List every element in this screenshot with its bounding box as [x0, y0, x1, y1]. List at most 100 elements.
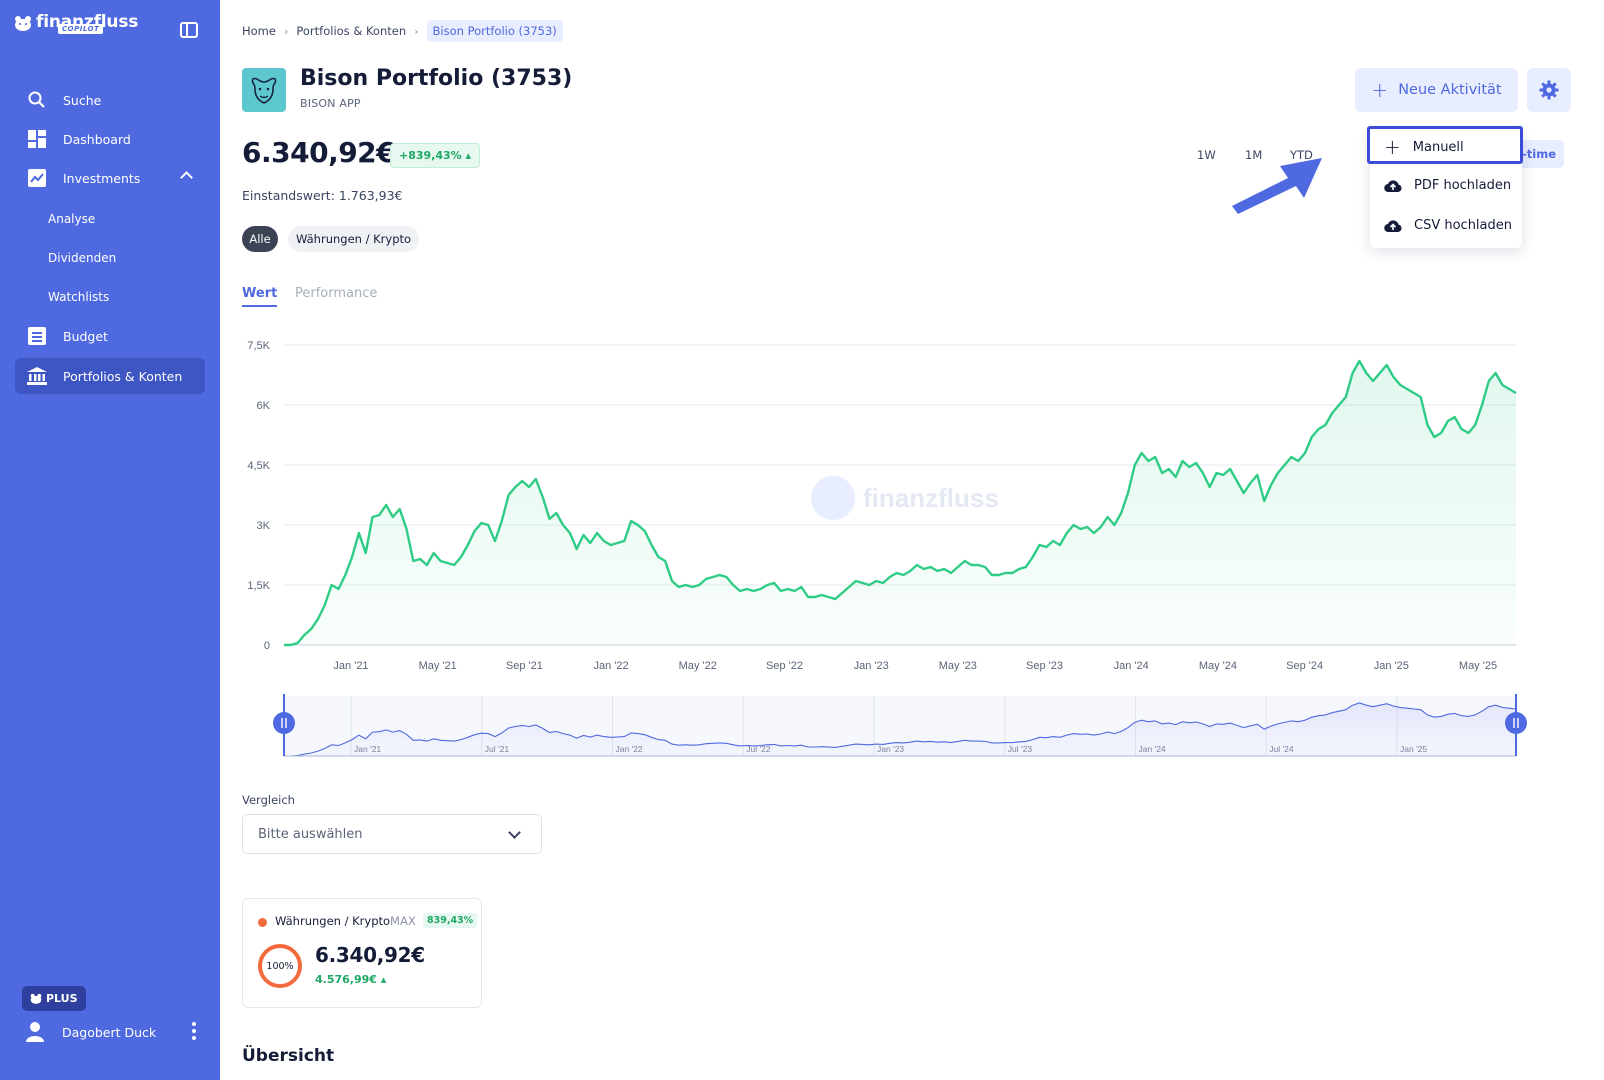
sidebar-item-investments[interactable]: Investments: [15, 160, 205, 196]
sidebar: finanzfluss COPILOT Suche Dashboard Inve…: [0, 0, 220, 1080]
menu-item-pdf-upload[interactable]: PDF hochladen: [1384, 178, 1511, 193]
breadcrumb-portfolios[interactable]: Portfolios & Konten: [296, 24, 407, 38]
x-tick-label: Sep '23: [1026, 660, 1063, 672]
settings-button[interactable]: [1527, 68, 1571, 112]
y-tick-label: 7,5K: [247, 340, 270, 352]
trend-icon: [27, 168, 47, 188]
new-activity-label: Neue Aktivität: [1398, 82, 1502, 98]
sidebar-item-suche[interactable]: Suche: [15, 82, 205, 118]
cloud-upload-icon: [1384, 219, 1402, 232]
breadcrumb: Home › Portfolios & Konten › Bison Portf…: [242, 20, 563, 42]
bear-icon: [15, 16, 31, 31]
new-activity-dropdown: + Manuell PDF hochladen CSV hochladen: [1367, 126, 1523, 248]
navigator-area: [284, 703, 1516, 756]
page-subtitle: BISON APP: [300, 97, 361, 110]
y-tick-label: 0: [264, 640, 270, 652]
navigator-line: [284, 702, 1517, 757]
sidebar-item-portfolios[interactable]: Portfolios & Konten: [15, 358, 205, 394]
chart-watermark: finanzfluss: [811, 476, 999, 520]
navigator-handle-left[interactable]: [273, 712, 295, 734]
tab-value[interactable]: Wert: [242, 286, 278, 307]
x-tick-label: Jan '21: [333, 660, 368, 672]
breadcrumb-current: Bison Portfolio (3753): [426, 20, 563, 42]
chevron-up-icon[interactable]: [180, 171, 193, 184]
comparison-label: Vergleich: [242, 793, 295, 807]
user-menu[interactable]: Dagobert Duck: [26, 1020, 196, 1044]
new-activity-button[interactable]: + Neue Aktivität: [1355, 68, 1518, 112]
overview-heading: Übersicht: [242, 1046, 335, 1066]
menu-item-csv-upload[interactable]: CSV hochladen: [1384, 218, 1512, 233]
menu-item-label: PDF hochladen: [1414, 178, 1512, 193]
gear-icon: [1539, 80, 1559, 100]
sidebar-collapse-icon[interactable]: [180, 22, 198, 38]
list-icon: [27, 326, 47, 346]
user-icon: [26, 1022, 44, 1042]
sidebar-item-label: Suche: [63, 92, 102, 108]
filter-all[interactable]: Alle: [242, 226, 278, 252]
breadcrumb-home[interactable]: Home: [242, 24, 276, 38]
menu-item-label: Manuell: [1412, 139, 1464, 155]
y-tick-label: 4,5K: [247, 460, 270, 472]
chevron-down-icon: [508, 826, 521, 839]
asset-class-card[interactable]: Währungen / KryptoMAX 839,43% 100% 6.340…: [242, 898, 482, 1008]
sidebar-item-analyse[interactable]: Analyse: [48, 212, 96, 226]
dashboard-icon: [27, 129, 47, 149]
chevron-right-icon: ›: [414, 24, 419, 38]
search-icon: [27, 90, 47, 110]
menu-item-label: CSV hochladen: [1414, 218, 1513, 233]
range-ytd[interactable]: YTD: [1290, 148, 1313, 162]
x-tick-label: May '25: [1459, 660, 1497, 672]
sidebar-item-dividenden[interactable]: Dividenden: [48, 251, 117, 265]
navigator-handle-right[interactable]: [1505, 712, 1527, 734]
sidebar-item-dashboard[interactable]: Dashboard: [15, 121, 205, 157]
range-1m[interactable]: 1M: [1245, 148, 1263, 162]
filter-currencies-crypto[interactable]: Währungen / Krypto: [288, 226, 420, 252]
sidebar-item-label: Investments: [63, 170, 141, 186]
x-tick-label: May '22: [679, 660, 717, 672]
asset-gain: 4.576,99€ ▴: [315, 973, 387, 986]
x-tick-label: Jan '23: [854, 660, 889, 672]
sidebar-item-watchlists[interactable]: Watchlists: [48, 290, 110, 304]
x-tick-label: Jan '25: [1374, 660, 1409, 672]
bank-icon: [27, 366, 47, 386]
cost-basis: Einstandswert: 1.763,93€: [242, 188, 403, 203]
series-area: [284, 361, 1516, 645]
x-tick-label: Sep '24: [1286, 660, 1323, 672]
bear-icon: [30, 993, 42, 1004]
plus-label: PLUS: [46, 992, 78, 1005]
cloud-upload-icon: [1384, 179, 1402, 192]
range-1w[interactable]: 1W: [1197, 148, 1216, 162]
page-title: Bison Portfolio (3753): [300, 66, 573, 91]
more-options-icon[interactable]: [192, 1022, 196, 1040]
x-tick-label: May '23: [939, 660, 977, 672]
x-tick-label: Sep '21: [506, 660, 543, 672]
comparison-select[interactable]: Bitte auswählen: [242, 814, 542, 854]
portfolio-value-chart[interactable]: finanzfluss 0 1,5K 3K 4,5K 6K 7,5K Jan '21 May…: [220, 330, 1540, 680]
plus-badge[interactable]: PLUS: [22, 986, 86, 1011]
y-tick-label: 6K: [257, 400, 271, 412]
asset-value: 6.340,92€: [315, 943, 425, 967]
main-content: Home › Portfolios & Konten › Bison Portf…: [220, 0, 1604, 1080]
x-tick-label: Sep '22: [766, 660, 803, 672]
series-line: [284, 359, 1517, 647]
sidebar-item-label: Portfolios & Konten: [63, 368, 183, 384]
bison-logo-icon: [242, 68, 286, 112]
legend-dot: [258, 918, 267, 927]
x-tick-label: Jan '24: [1114, 660, 1149, 672]
pointer-arrow-icon: [1232, 158, 1322, 214]
user-name: Dagobert Duck: [62, 1024, 157, 1040]
menu-item-manual[interactable]: + Manuell: [1384, 137, 1464, 157]
asset-performance-badge: 839,43%: [423, 913, 478, 928]
x-tick-label: May '24: [1199, 660, 1237, 672]
plus-icon: +: [1384, 135, 1401, 159]
tab-performance[interactable]: Performance: [295, 286, 378, 301]
sidebar-item-budget[interactable]: Budget: [15, 318, 205, 354]
portfolio-value: 6.340,92€: [242, 136, 396, 169]
copilot-badge: COPILOT: [58, 24, 104, 34]
asset-class-name: Währungen / KryptoMAX: [275, 914, 416, 928]
x-tick-label: Jan '22: [594, 660, 629, 672]
chevron-right-icon: ›: [283, 24, 289, 38]
x-tick-label: May '21: [419, 660, 457, 672]
y-tick-label: 1,5K: [247, 580, 270, 592]
